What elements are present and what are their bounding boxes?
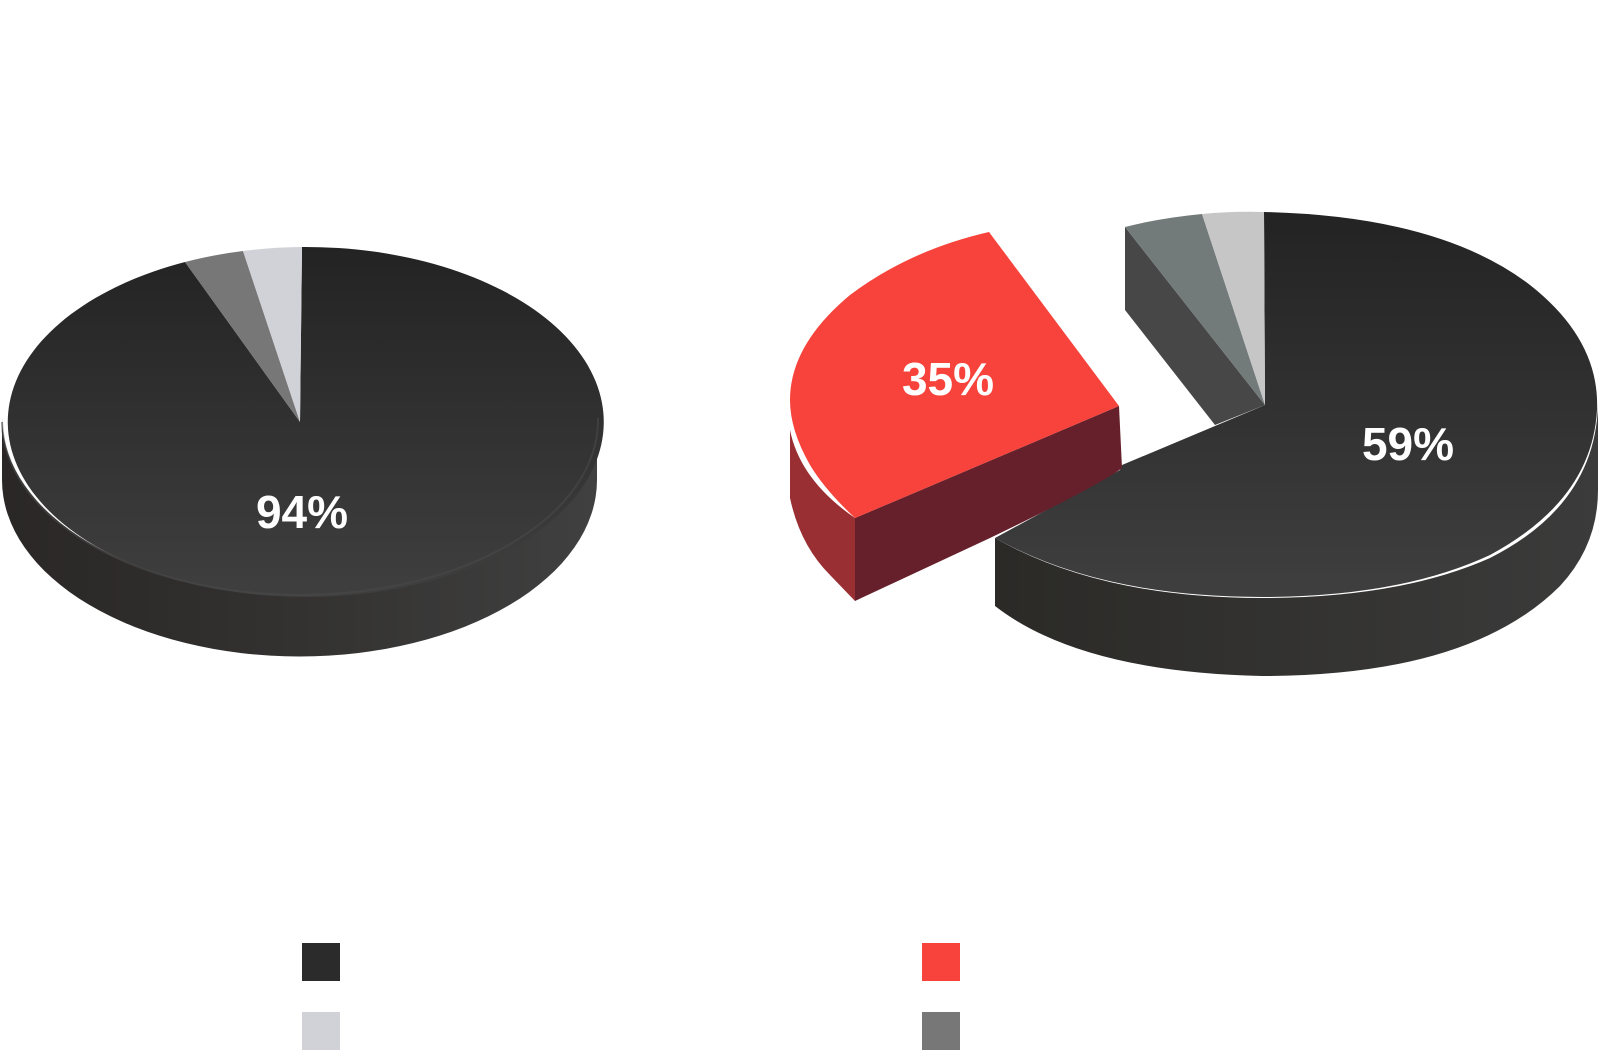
- legend-swatch-0: [302, 943, 340, 981]
- pie-2-side: [995, 405, 1598, 676]
- pie-1-rim: [1, 417, 600, 596]
- pie-1-label-94: 94%: [256, 486, 348, 538]
- pie-1-slice-1: [185, 251, 300, 422]
- pie-2-red-side-left: [790, 405, 855, 601]
- legend: [302, 943, 960, 1050]
- pie-2: 35% 59%: [790, 211, 1598, 676]
- legend-swatch-2: [302, 1012, 340, 1050]
- pie-2-label-59: 59%: [1362, 418, 1454, 470]
- pie-1-slice-2: [243, 247, 302, 422]
- pie-1-slice-0: [7, 246, 604, 597]
- pie-1-side: [2, 418, 597, 657]
- legend-swatch-1: [922, 943, 960, 981]
- pie-2-label-35: 35%: [902, 353, 994, 405]
- pie-2-slice-0: [995, 212, 1598, 597]
- pie-2-slice-2: [1125, 214, 1265, 405]
- pie-2-red-side-front: [855, 406, 1122, 601]
- pie-2-slice-3: [1202, 211, 1265, 405]
- pie-2-inner-wall-1: [1125, 227, 1265, 425]
- pie-1: 94%: [1, 246, 604, 657]
- legend-swatch-3: [922, 1012, 960, 1050]
- pie-2-slice-1: [790, 232, 1119, 518]
